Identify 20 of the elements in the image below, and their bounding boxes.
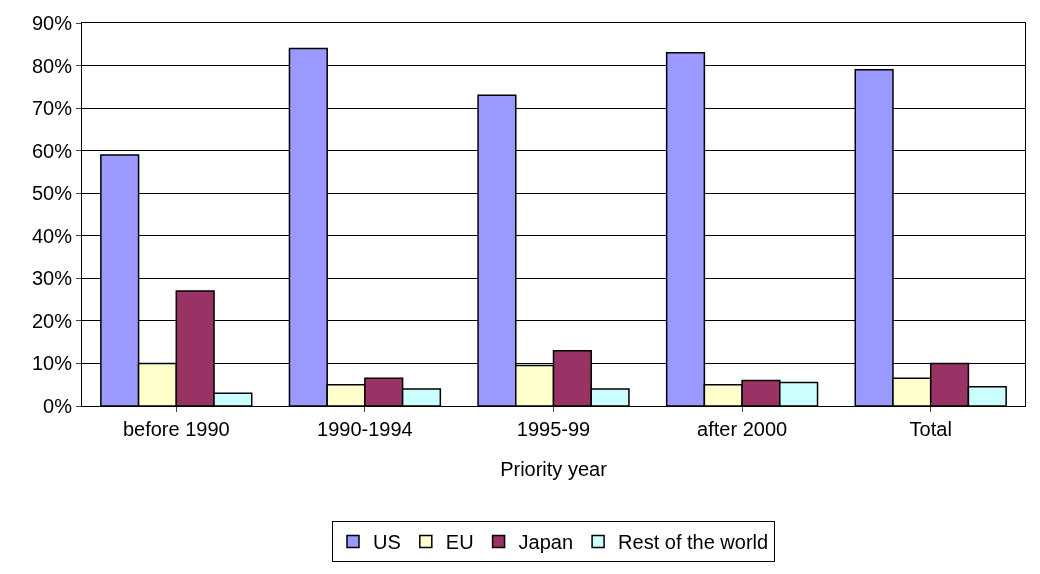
y-tick-label: 40% xyxy=(31,224,73,247)
x-tick-label: 1990-1994 xyxy=(317,418,413,440)
y-tick-label: 70% xyxy=(31,97,73,120)
y-tick-label: 80% xyxy=(31,54,73,77)
y-tick-label: 0% xyxy=(43,395,73,417)
legend-label: Japan xyxy=(518,531,574,554)
legend-label: US xyxy=(373,531,401,554)
x-tick-label: after 2000 xyxy=(697,418,788,440)
x-tick-label: before 1990 xyxy=(122,418,230,440)
y-tick-label: 90% xyxy=(31,12,73,34)
x-tick-label: 1995-99 xyxy=(516,418,591,440)
y-tick-label: 30% xyxy=(31,267,73,290)
y-tick-label: 20% xyxy=(31,309,73,332)
y-tick-label: 10% xyxy=(31,352,73,375)
x-tick-label: Total xyxy=(909,418,952,440)
legend-label: Rest of the world xyxy=(618,531,769,554)
y-tick-label: 60% xyxy=(31,139,73,162)
x-axis-title: Priority year xyxy=(500,458,608,480)
y-tick-label: 50% xyxy=(31,182,73,205)
legend-label: EU xyxy=(445,531,474,554)
